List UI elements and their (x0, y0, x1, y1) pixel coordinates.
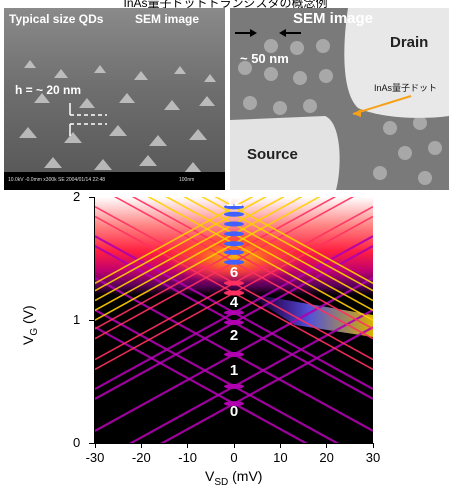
x-tick-label: -30 (85, 450, 105, 465)
x-tick (326, 443, 328, 448)
x-tick (279, 443, 281, 448)
x-axis-label: VSD (mV) (205, 468, 262, 488)
electron-number-label: 6 (229, 264, 239, 282)
degeneracy-point (224, 383, 244, 389)
degeneracy-point (224, 290, 244, 296)
y-axis (94, 197, 95, 444)
degeneracy-point (224, 211, 244, 217)
quantum-dots-texture (19, 60, 216, 173)
electron-number-label: 0 (229, 403, 239, 421)
y-tick (89, 442, 95, 444)
electron-number-label: 1 (229, 361, 239, 379)
drain-label: Drain (390, 34, 429, 51)
plot-svg (95, 197, 373, 443)
electron-number-label: 12 (225, 197, 243, 211)
x-tick (140, 443, 142, 448)
degeneracy-point (224, 351, 244, 357)
degeneracy-point (224, 241, 244, 247)
x-axis-label-sub: SD (214, 476, 229, 488)
figure-caption: InAs量子ドットトランジスタの概念例 (123, 0, 328, 10)
stability-diagram: 0 1 2 4 6 12 (95, 197, 373, 443)
x-tick-label: 10 (273, 450, 288, 465)
info-bar (4, 172, 225, 190)
y-tick (89, 196, 95, 198)
degeneracy-point (224, 280, 244, 286)
y-tick (89, 319, 95, 321)
tail-region (245, 293, 373, 337)
x-tick-label: 0 (230, 450, 238, 465)
y-axis-label-main: V (20, 335, 36, 345)
height-label: h = ~ 20 nm (15, 83, 82, 97)
degeneracy-point (224, 221, 244, 227)
degeneracy-point (224, 231, 244, 237)
degeneracy-point (224, 249, 244, 255)
label-sem-image-left: SEM image (135, 12, 200, 26)
x-axis-label-unit: (mV) (228, 468, 263, 484)
coulomb-diamonds (95, 197, 373, 443)
electron-number-label: 2 (229, 327, 239, 345)
source-label: Source (247, 146, 298, 163)
y-tick-label: 0 (73, 435, 81, 450)
y-tick-label: 2 (73, 189, 81, 204)
x-tick-label: 30 (365, 450, 381, 465)
right-sem-image: SEM image ~ 50 nm Drain Source InAs量子ドット (230, 8, 449, 190)
degeneracy-point (224, 310, 244, 316)
scale-bar-label: 100nm (179, 177, 195, 183)
degeneracy-point (224, 259, 244, 265)
device-texture (230, 8, 449, 190)
x-tick (94, 443, 96, 448)
x-axis-label-main: V (205, 468, 215, 484)
x-tick-label: -10 (178, 450, 198, 465)
degeneracy-point (224, 401, 244, 407)
y-axis-label-sub: G (28, 327, 40, 336)
size-label: ~ 50 nm (240, 51, 289, 66)
x-tick (372, 443, 374, 448)
label-typical-size: Typical size QDs (9, 12, 104, 26)
x-tick-label: -20 (131, 450, 151, 465)
x-tick (233, 443, 235, 448)
info-bar-text: 10.0kV -0.0mm x300k SE 2004/01/14 22:48 (8, 177, 106, 183)
electron-number-label: 4 (229, 294, 239, 311)
degeneracy-point (224, 204, 244, 210)
y-axis-label: VG (V) (20, 305, 40, 345)
x-tick (187, 443, 189, 448)
y-axis-label-unit: (V) (20, 305, 36, 328)
degeneracy-point (224, 319, 244, 325)
y-tick-label: 1 (73, 312, 81, 327)
label-sem-image-right: SEM image (293, 10, 374, 27)
x-tick-label: 20 (319, 450, 334, 465)
left-sem-image: Typical size QDs SEM image h = ~ 20 nm 1… (4, 8, 225, 190)
qd-label: InAs量子ドット (374, 83, 438, 93)
